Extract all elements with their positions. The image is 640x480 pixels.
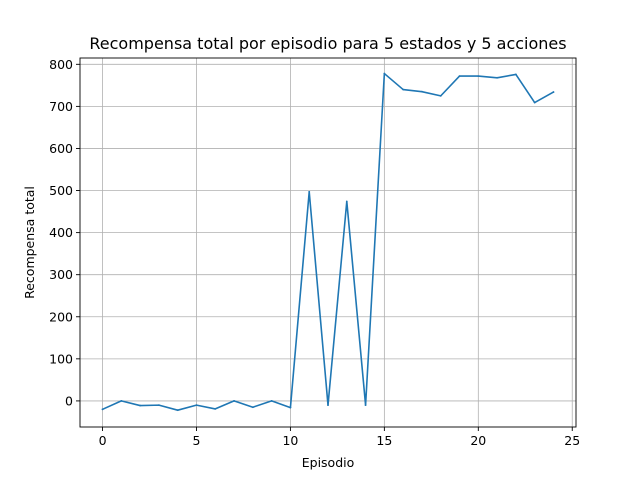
y-tick-label: 0 bbox=[65, 393, 73, 408]
y-tick-label: 100 bbox=[49, 351, 73, 366]
data-point bbox=[270, 400, 273, 402]
tick-layer: 0 5 10 15 20 25 0 100 200 300 400 500 600 700 800 bbox=[49, 57, 580, 448]
data-point bbox=[383, 72, 386, 75]
y-tick-label: 200 bbox=[49, 309, 73, 324]
data-point bbox=[139, 404, 142, 407]
grid-layer bbox=[80, 58, 576, 427]
x-tick-label: 15 bbox=[376, 433, 392, 448]
data-point bbox=[421, 90, 423, 93]
x-axis-label: Episodio bbox=[302, 455, 355, 470]
data-point bbox=[552, 91, 555, 93]
y-tick-label: 400 bbox=[49, 225, 73, 240]
data-point bbox=[176, 409, 179, 412]
data-point bbox=[327, 404, 329, 407]
data-point bbox=[496, 76, 498, 79]
y-tick-label: 300 bbox=[49, 267, 73, 282]
data-point bbox=[364, 404, 367, 407]
y-tick-label: 800 bbox=[49, 57, 73, 72]
x-tick-label: 0 bbox=[99, 433, 107, 448]
x-tick-label: 5 bbox=[193, 433, 201, 448]
y-tick-label: 500 bbox=[49, 183, 73, 198]
data-point bbox=[195, 404, 198, 407]
y-tick-label: 600 bbox=[49, 141, 73, 156]
data-point bbox=[439, 94, 442, 97]
chart-title: Recompensa total por episodio para 5 est… bbox=[89, 34, 566, 53]
data-point bbox=[345, 200, 348, 203]
data-point bbox=[101, 408, 104, 411]
y-tick-label: 700 bbox=[49, 99, 73, 114]
series-layer bbox=[101, 72, 555, 412]
y-axis-label: Recompensa total bbox=[22, 186, 37, 299]
data-point bbox=[214, 408, 217, 410]
data-point bbox=[158, 404, 160, 407]
data-point bbox=[289, 406, 292, 409]
data-point bbox=[120, 400, 123, 402]
data-point bbox=[308, 190, 311, 193]
series-line bbox=[101, 72, 555, 411]
data-point bbox=[533, 101, 536, 104]
data-point bbox=[402, 88, 405, 91]
data-point bbox=[233, 400, 235, 402]
x-tick-label: 20 bbox=[470, 433, 486, 448]
data-point bbox=[251, 406, 254, 409]
x-tick-label: 10 bbox=[282, 433, 298, 448]
plot-frame bbox=[79, 57, 577, 428]
data-point bbox=[458, 75, 461, 77]
data-point bbox=[514, 73, 517, 76]
data-point bbox=[477, 75, 480, 77]
x-tick-label: 25 bbox=[564, 433, 580, 448]
